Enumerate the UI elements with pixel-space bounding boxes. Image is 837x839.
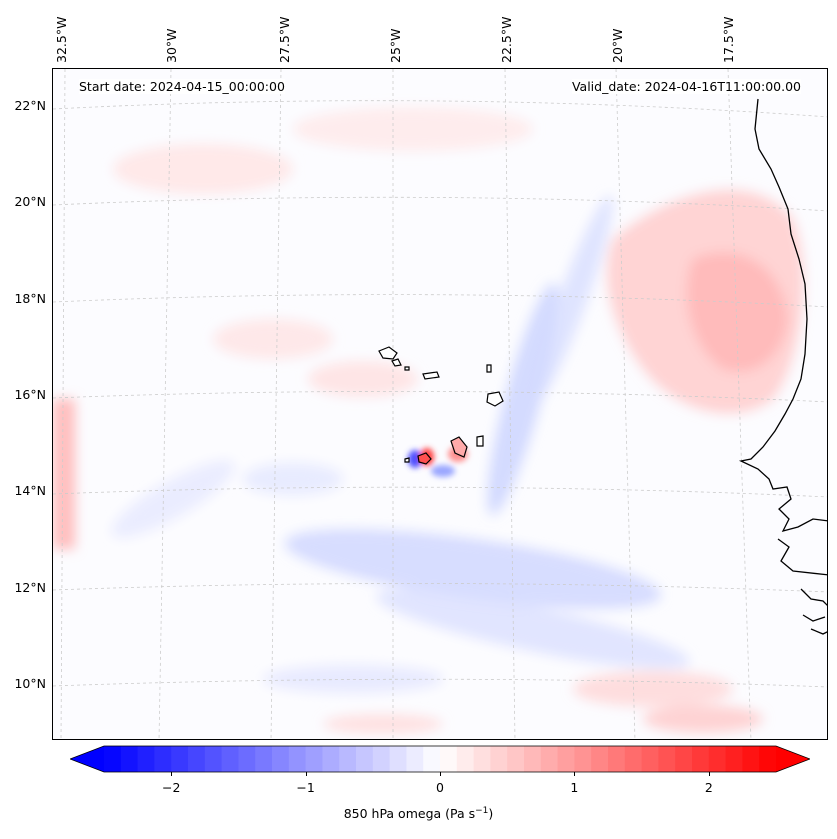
colorbar-level (120, 746, 139, 772)
colorbar-level (473, 746, 491, 772)
colorbar-level (725, 746, 743, 772)
map-panel[interactable]: Start date: 2024-04-15_00:00:00 Valid_da… (52, 68, 828, 740)
colorbar-tick-label: 2 (704, 780, 713, 795)
graticule (53, 69, 827, 739)
colorbar-level (540, 746, 559, 772)
lon-label-32-5w: 32.5°W (54, 16, 69, 63)
colorbar-level (708, 746, 727, 772)
lon-label-20w: 20°W (610, 28, 625, 63)
colorbar-level (339, 746, 357, 772)
colorbar-level (456, 746, 475, 772)
colorbar-tick-mark (708, 772, 710, 776)
colorbar-level (204, 746, 223, 772)
colorbar-tick-label: 0 (436, 780, 444, 795)
lat-label-14n: 14°N (14, 483, 46, 498)
colorbar-level (624, 746, 643, 772)
colorbar-level (238, 746, 256, 772)
lon-label-25w: 25°W (388, 28, 403, 63)
colorbar-level (389, 746, 407, 772)
colorbar-level (608, 746, 626, 772)
colorbar-level (692, 746, 710, 772)
colorbar-level (188, 746, 206, 772)
colorbar-label: 850 hPa omega (Pa s−1) (0, 806, 837, 821)
colorbar-extend-max (776, 746, 810, 772)
colorbar-level (356, 746, 374, 772)
lat-label-18n: 18°N (14, 291, 46, 306)
colorbar-level (104, 746, 122, 772)
omega-field-map (53, 69, 827, 739)
omega-field-shading (53, 107, 804, 734)
valid-date-label: Valid_date: 2024-04-16T11:00:00.00 (571, 79, 801, 94)
colorbar-tick-mark (171, 772, 173, 776)
lat-label-12n: 12°N (14, 580, 46, 595)
colorbar-level (423, 746, 441, 772)
start-date-label: Start date: 2024-04-15_00:00:00 (79, 79, 285, 94)
colorbar-level (641, 746, 659, 772)
lon-label-27-5w: 27.5°W (277, 16, 292, 63)
colorbar-tick-label: −1 (296, 780, 315, 795)
colorbar-tick-label: −2 (161, 780, 181, 795)
lat-label-20n: 20°N (14, 194, 46, 209)
colorbar-level (658, 746, 676, 772)
lon-label-22-5w: 22.5°W (499, 16, 514, 63)
colorbar-tick-label: 1 (570, 780, 579, 795)
colorbar-level (137, 746, 155, 772)
lat-label-16n: 16°N (14, 387, 46, 402)
colorbar-label-unit-exponent: −1 (475, 806, 489, 816)
colorbar-level (557, 746, 575, 772)
colorbar-level (171, 746, 189, 772)
colorbar-level (255, 746, 273, 772)
lat-label-10n: 10°N (14, 676, 46, 691)
colorbar (68, 744, 812, 774)
colorbar-level (440, 746, 458, 772)
colorbar-level (507, 746, 525, 772)
lat-label-22n: 22°N (14, 98, 46, 113)
colorbar-level (675, 746, 693, 772)
cape-verde-islands (378, 346, 504, 465)
coastline (738, 98, 827, 635)
lon-label-17-5w: 17.5°W (721, 16, 736, 63)
colorbar-level (574, 746, 592, 772)
colorbar-level (742, 746, 760, 772)
colorbar-extend-min (70, 746, 104, 772)
colorbar-tick-mark (574, 772, 576, 776)
colorbar-level (305, 746, 323, 772)
colorbar-tick-mark (305, 772, 307, 776)
colorbar-level (322, 746, 340, 772)
colorbar-level (288, 746, 307, 772)
lon-label-30w: 30°W (164, 28, 179, 63)
colorbar-gradient (68, 745, 812, 773)
colorbar-level (372, 746, 391, 772)
colorbar-level (759, 746, 777, 772)
colorbar-tick-mark (440, 772, 441, 776)
colorbar-level (490, 746, 508, 772)
colorbar-level (272, 746, 290, 772)
colorbar-label-end: ) (488, 806, 494, 822)
colorbar-label-main: 850 hPa omega (Pa s (343, 806, 476, 822)
colorbar-level (154, 746, 172, 772)
colorbar-level (221, 746, 239, 772)
colorbar-level (406, 746, 424, 772)
colorbar-level (524, 746, 542, 772)
colorbar-level (591, 746, 609, 772)
